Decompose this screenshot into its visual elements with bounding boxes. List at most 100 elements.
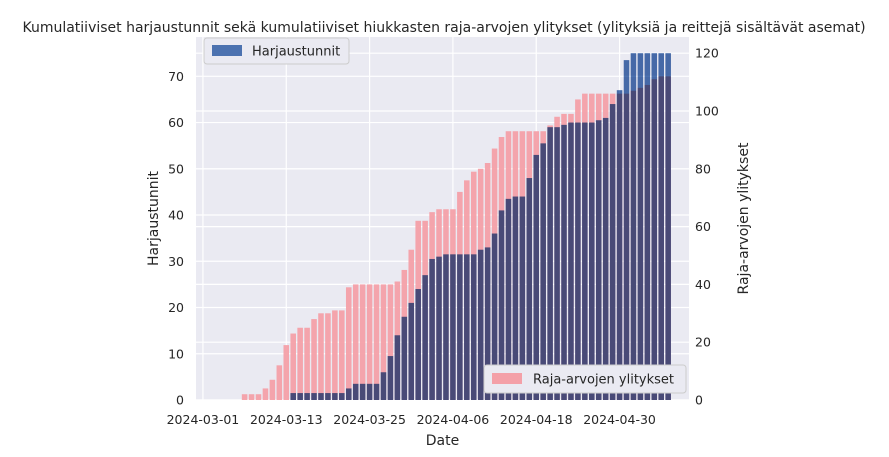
harjaustunnit-bar: [498, 210, 505, 400]
raja-arvojen-bar: [366, 284, 373, 400]
raja-arvojen-bar: [311, 319, 317, 400]
harjaustunnit-bar: [540, 143, 546, 400]
raja-arvojen-bar: [352, 284, 359, 400]
right-tick-label: 80: [695, 161, 711, 176]
harjaustunnit-bar: [477, 249, 484, 400]
harjaustunnit-bar: [561, 124, 567, 401]
harjaustunnit-bar: [484, 247, 491, 400]
left-y-axis-label: Harjaustunnit: [146, 171, 162, 266]
harjaustunnit-bar: [394, 335, 401, 400]
harjaustunnit-bar: [415, 289, 421, 400]
harjaustunnit-bar: [568, 122, 574, 401]
right-tick-label: 0: [695, 393, 703, 408]
harjaustunnit-bars: [290, 53, 671, 401]
harjaustunnit-bar: [637, 53, 644, 400]
harjaustunnit-bar: [380, 372, 387, 400]
harjaustunnit-bar: [443, 254, 449, 400]
raja-arvojen-bar: [248, 394, 255, 400]
harjaustunnit-bar: [533, 154, 540, 400]
harjaustunnit-bar: [339, 393, 345, 400]
harjaustunnit-bar: [554, 127, 560, 401]
legend-label-harjaustunnit: Harjaustunnit: [252, 45, 340, 60]
left-tick-label: 0: [176, 393, 184, 408]
legend-raja-arvojen: Raja-arvojen ylitykset: [483, 364, 687, 394]
harjaustunnit-bar: [512, 196, 519, 400]
raja-arvojen-bar: [297, 327, 303, 400]
harjaustunnit-bar: [401, 316, 408, 400]
legend-box: [203, 37, 350, 65]
x-tick-label: 2024-04-30: [583, 412, 656, 427]
harjaustunnit-bar: [547, 127, 553, 401]
harjaustunnit-bar: [366, 383, 373, 400]
x-tick-label: 2024-03-01: [167, 412, 240, 427]
raja-arvojen-bar: [345, 287, 352, 400]
harjaustunnit-bar: [325, 393, 331, 400]
raja-arvojen-bar: [332, 310, 338, 400]
legend-swatch-harjaustunnit: [212, 45, 242, 56]
raja-arvojen-bar: [241, 394, 248, 400]
legend-harjaustunnit: Harjaustunnit: [203, 37, 350, 65]
left-tick-label: 30: [168, 254, 184, 269]
legend-box: [483, 364, 687, 394]
harjaustunnit-bar: [304, 393, 310, 400]
harjaustunnit-bar: [491, 233, 498, 400]
left-tick-label: 10: [168, 346, 184, 361]
left-tick-labels: 0 10 20 30 40 50 60 70: [168, 69, 184, 408]
right-tick-label: 40: [695, 277, 711, 292]
harjaustunnit-bar: [373, 383, 380, 400]
harjaustunnit-bar: [582, 122, 588, 401]
harjaustunnit-bar: [422, 275, 428, 400]
right-tick-label: 20: [695, 335, 711, 350]
harjaustunnit-bar: [602, 117, 609, 400]
harjaustunnit-bar: [345, 388, 352, 400]
harjaustunnit-bar: [429, 258, 435, 400]
harjaustunnit-bar: [359, 383, 366, 400]
harjaustunnit-bar: [457, 254, 463, 400]
legend-swatch-raja-arvojen: [492, 373, 522, 384]
harjaustunnit-bar: [526, 178, 533, 400]
harjaustunnit-bar: [290, 393, 296, 400]
x-tick-label: 2024-03-25: [333, 412, 406, 427]
harjaustunnit-bar: [464, 254, 470, 400]
raja-arvojen-bar: [283, 345, 290, 400]
raja-arvojen-bar: [325, 313, 331, 400]
harjaustunnit-bar: [651, 53, 658, 400]
raja-arvojen-bar: [255, 394, 262, 400]
x-tick-label: 2024-04-06: [417, 412, 490, 427]
harjaustunnit-bar: [505, 198, 512, 400]
harjaustunnit-bar: [609, 104, 616, 400]
harjaustunnit-bar: [387, 356, 394, 400]
right-tick-label: 120: [695, 46, 719, 61]
raja-arvojen-bar: [339, 310, 345, 400]
harjaustunnit-bar: [470, 254, 477, 400]
raja-arvojen-bar: [304, 327, 310, 400]
harjaustunnit-bar: [436, 256, 442, 400]
left-tick-label: 70: [168, 69, 184, 84]
raja-arvojen-bar: [359, 284, 366, 400]
right-tick-labels: 0 20 40 60 80 100 120: [695, 46, 719, 408]
harjaustunnit-bar: [352, 383, 359, 400]
harjaustunnit-bar: [623, 60, 630, 400]
raja-arvojen-bar: [262, 388, 269, 400]
raja-arvojen-bar: [269, 379, 276, 400]
left-tick-label: 50: [168, 161, 184, 176]
x-tick-label: 2024-04-18: [500, 412, 573, 427]
x-tick-label: 2024-03-13: [250, 412, 323, 427]
harjaustunnit-bar: [658, 53, 665, 400]
left-tick-label: 40: [168, 208, 184, 223]
chart-title: Kumulatiiviset harjaustunnit sekä kumula…: [22, 20, 865, 36]
right-tick-label: 100: [695, 103, 719, 118]
harjaustunnit-bar: [297, 393, 303, 400]
harjaustunnit-bar: [665, 53, 671, 400]
left-tick-label: 60: [168, 115, 184, 130]
raja-arvojen-bar: [380, 284, 387, 400]
harjaustunnit-bar: [450, 254, 456, 400]
right-y-axis-label: Raja-arvojen ylitykset: [736, 142, 752, 294]
raja-arvojen-bar: [276, 365, 283, 400]
raja-arvojen-bar: [290, 333, 296, 400]
harjaustunnit-bar: [644, 53, 651, 400]
raja-arvojen-bar: [373, 284, 380, 400]
harjaustunnit-bar: [589, 122, 595, 401]
harjaustunnit-bar: [318, 393, 324, 400]
